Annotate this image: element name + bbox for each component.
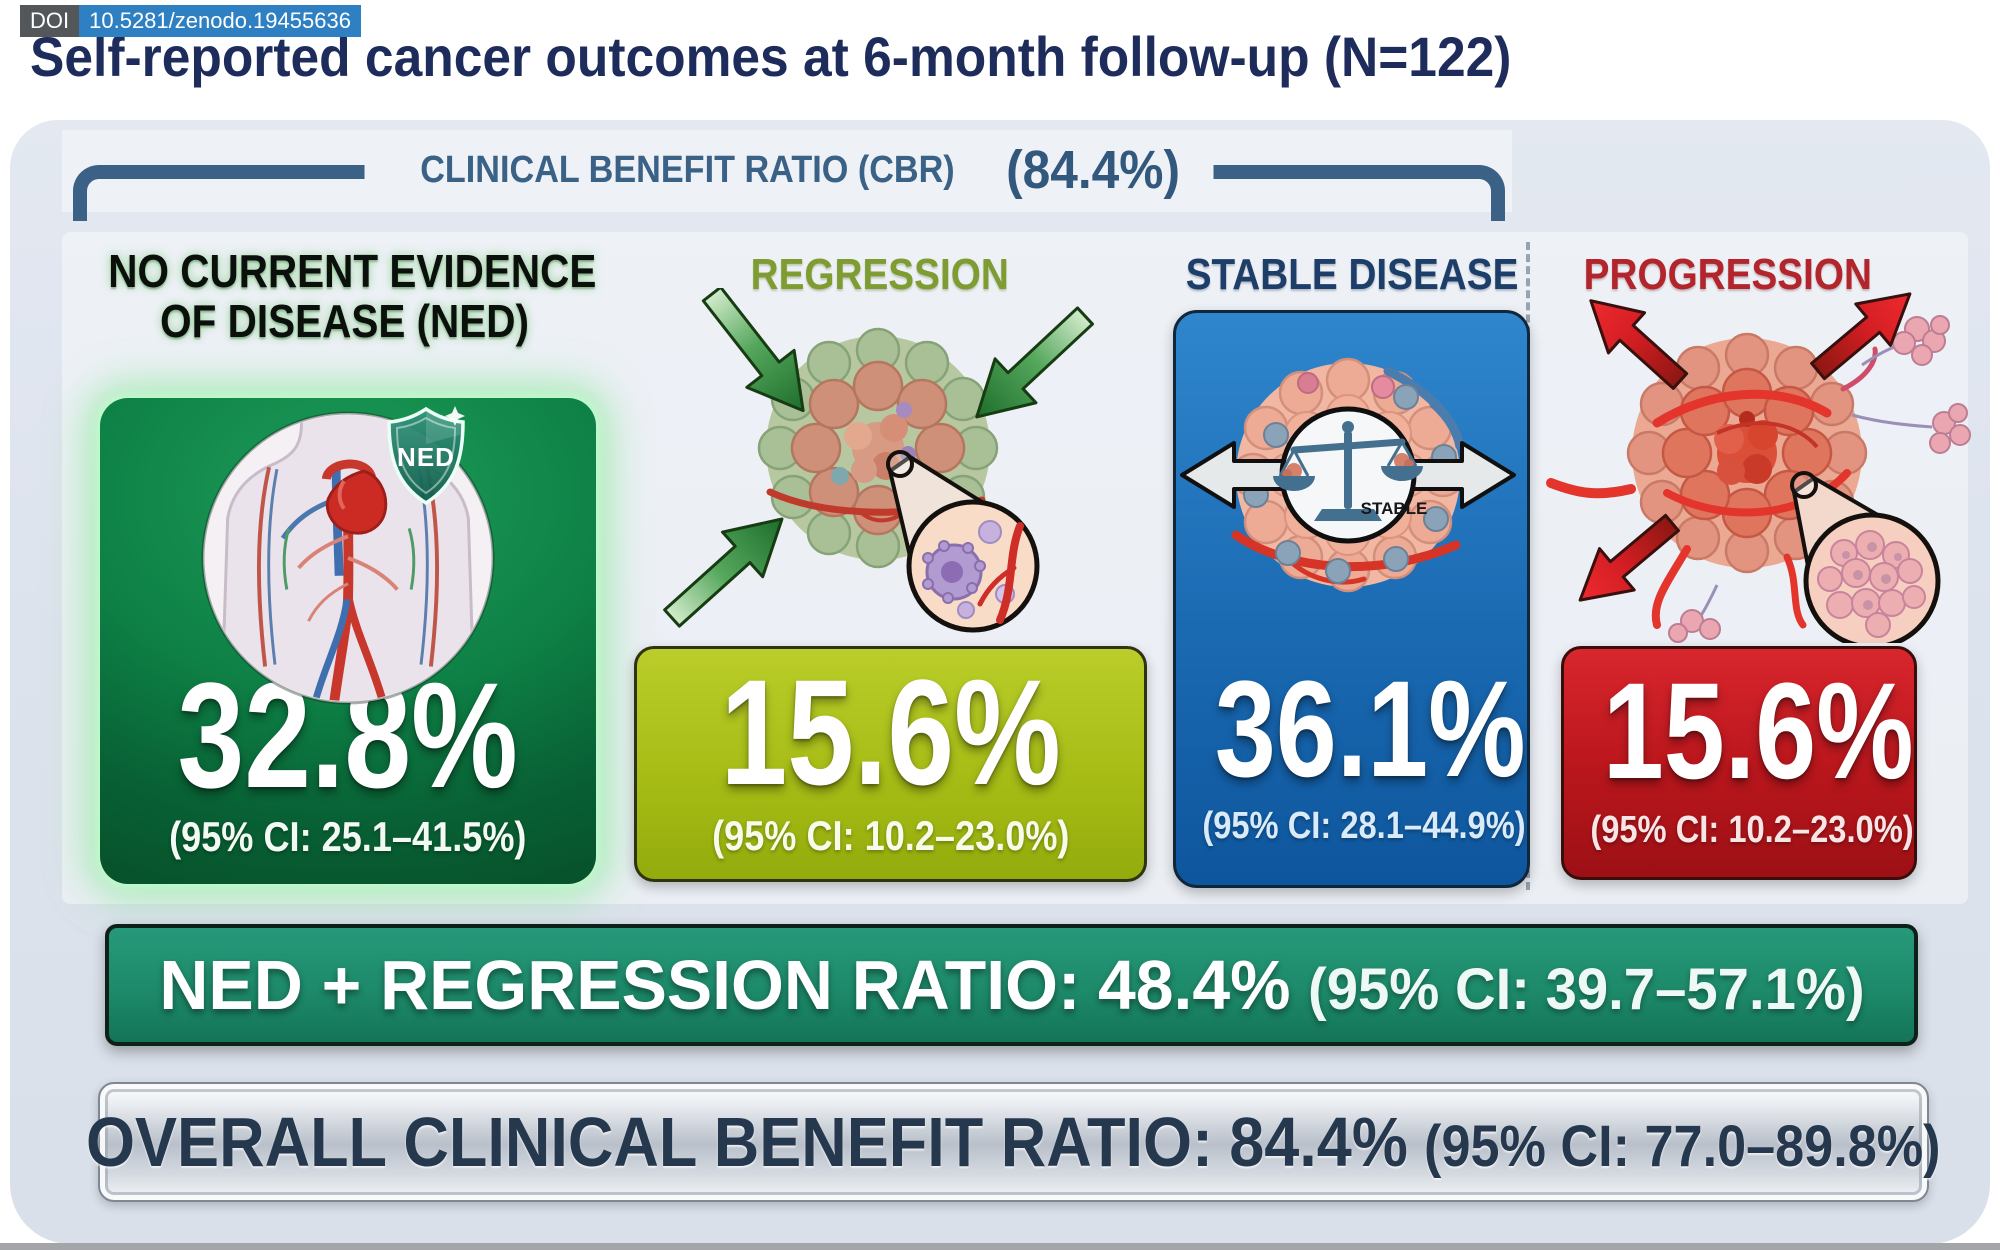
green-arrows-inward-icon [663, 288, 1095, 628]
overall-cbr-banner-value: 84.4% [1229, 1103, 1409, 1181]
stable-tumor-illustration: STABLE [1180, 357, 1516, 593]
svg-text:NED: NED [397, 442, 455, 472]
regression-value: 15.6% [720, 648, 1061, 816]
ned-regression-banner-value: 48.4% [1097, 946, 1291, 1024]
stable-value: 36.1% [1214, 653, 1526, 806]
progression-panel: 15.6% (95% CI: 10.2–23.0%) [1561, 646, 1917, 880]
overall-cbr-banner: OVERALL CLINICAL BENEFIT RATIO: 84.4% (9… [86, 1082, 1941, 1202]
doi-link[interactable]: 10.5281/zenodo.19455636 [79, 5, 361, 37]
cbr-label: CLINICAL BENEFIT RATIO (CBR) [420, 148, 955, 191]
stable-panel: STABLE 36.1% (95% CI: 28.1–44.9%) [1173, 310, 1530, 888]
cbr-value: (84.4%) [1005, 140, 1180, 200]
ned-shield-icon: NED [387, 406, 465, 506]
regression-panel: 15.6% (95% CI: 10.2–23.0%) [634, 646, 1147, 882]
header-ned: NO CURRENT EVIDENCE OF DISEASE (NED) [108, 245, 597, 347]
cbr-bracket-label: CLINICAL BENEFIT RATIO (CBR) (84.4%) [364, 134, 1214, 206]
progression-ci: (95% CI: 10.2–23.0%) [1590, 809, 1914, 851]
ned-ci: (95% CI: 25.1–41.5%) [169, 813, 527, 860]
ned-regression-banner-ci: (95% CI: 39.7–57.1%) [1307, 957, 1865, 1022]
ned-regression-banner-label: NED + REGRESSION RATIO: [158, 946, 1081, 1024]
doi-badge: DOI 10.5281/zenodo.19455636 [20, 5, 361, 37]
progression-tumor-illustration [1546, 292, 1971, 643]
regression-magnifier-inset [886, 450, 1040, 633]
progression-value: 15.6% [1602, 655, 1914, 808]
header-stable: STABLE DISEASE [1185, 250, 1519, 299]
stable-ci: (95% CI: 28.1–44.9%) [1202, 805, 1526, 847]
svg-text:STABLE: STABLE [1361, 499, 1428, 518]
progression-magnifier-inset [1790, 471, 1941, 643]
overall-cbr-banner-ci: (95% CI: 77.0–89.8%) [1424, 1114, 1941, 1179]
figure-panel: CLINICAL BENEFIT RATIO (CBR) (84.4%) NO … [10, 120, 1990, 1244]
overall-cbr-banner-label: OVERALL CLINICAL BENEFIT RATIO: [86, 1103, 1214, 1181]
header-regression: REGRESSION [750, 250, 1010, 299]
ned-regression-banner: NED + REGRESSION RATIO: 48.4% (95% CI: 3… [105, 924, 1918, 1046]
metastasis-satellites [1668, 315, 1971, 643]
regression-ci: (95% CI: 10.2–23.0%) [711, 812, 1070, 859]
bottom-edge-strip [0, 1243, 2000, 1250]
red-arrows-outward-icon [1578, 292, 1912, 602]
ned-panel: NED 32.8% (95% CI: 25.1–41.5%) [100, 398, 596, 884]
regression-tumor-illustration [663, 288, 1095, 633]
header-progression: PROGRESSION [1583, 250, 1872, 299]
balance-scale-icon: STABLE [1273, 406, 1428, 544]
doi-label: DOI [20, 5, 80, 37]
